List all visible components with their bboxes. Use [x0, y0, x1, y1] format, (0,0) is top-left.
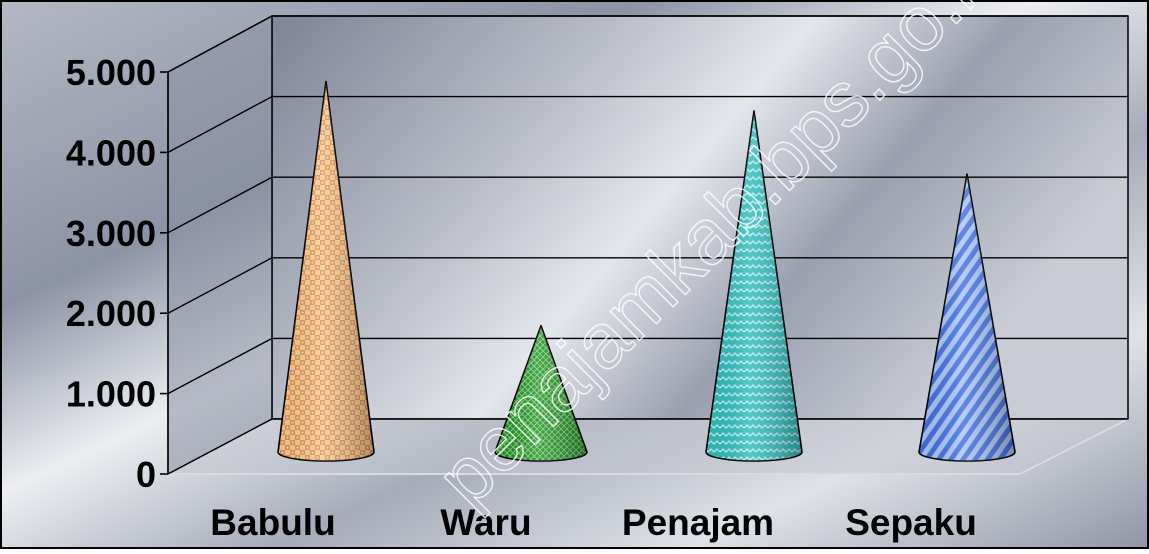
cone-sepaku: [918, 173, 1016, 462]
gridline-side: [167, 95, 273, 154]
x-tick-label: Waru: [440, 502, 531, 543]
floor: [168, 419, 1128, 474]
y-tick-label: 2.000: [66, 293, 156, 334]
x-tick-label: Penajam: [622, 502, 774, 543]
gridline-side: [167, 15, 273, 73]
floor-right-edge: [1019, 418, 1129, 475]
side-wall: [167, 14, 273, 476]
cone-shading: [919, 174, 1015, 461]
gridline-side: [167, 418, 273, 475]
gridline-side: [167, 176, 273, 234]
y-tick-label: 5.000: [66, 52, 156, 93]
y-tick-label: 3.000: [66, 213, 156, 254]
y-tick-label: 1.000: [66, 374, 156, 415]
x-axis-labels: Babulu Waru Penajam Sepaku: [210, 502, 977, 543]
gridline-side: [167, 337, 273, 395]
cone-waru: [494, 324, 588, 462]
gridlines: [160, 15, 1128, 475]
cone-shading: [706, 110, 802, 462]
cone-babulu: [277, 80, 375, 462]
cone-shading: [495, 325, 587, 461]
y-tick-label: 0: [136, 454, 156, 495]
y-tick-label: 4.000: [66, 132, 156, 173]
y-axis-labels: 0 1.000 2.000 3.000 4.000 5.000: [66, 52, 156, 495]
cone-penajam: [705, 110, 803, 462]
x-tick-label: Babulu: [210, 502, 335, 543]
gridline-side: [167, 257, 273, 314]
x-tick-label: Sepaku: [845, 502, 977, 543]
cones: [277, 80, 1016, 462]
cone-shading: [278, 81, 374, 462]
